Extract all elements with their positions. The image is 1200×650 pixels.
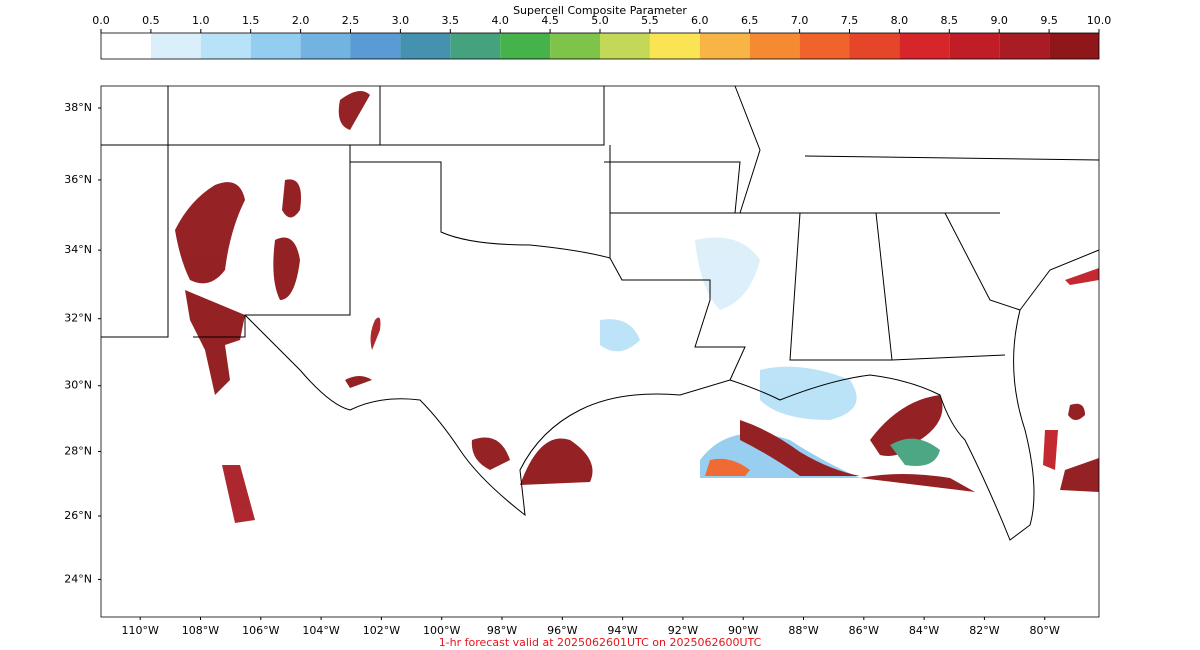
colorbar-bin — [450, 33, 501, 59]
shading — [175, 91, 1099, 523]
colorbar-bin — [1049, 33, 1099, 59]
map-field — [101, 85, 1100, 541]
colorbar-tick-label: 9.5 — [1040, 14, 1058, 27]
colorbar-tick-label: 2.5 — [342, 14, 360, 27]
colorbar-tick-label: 1.0 — [192, 14, 210, 27]
lon-tick-label: 86°W — [849, 624, 879, 637]
colorbar-tick-label: 6.5 — [741, 14, 759, 27]
map-frame — [100, 85, 1100, 618]
lon-tick-label: 106°W — [242, 624, 279, 637]
colorbar-tick-label: 5.5 — [641, 14, 659, 27]
lat-tick-label: 28°N — [64, 444, 92, 457]
colorbar-bin — [101, 33, 151, 59]
colorbar-bin — [949, 33, 1000, 59]
lon-tick-label: 108°W — [182, 624, 219, 637]
colorbar-bin — [550, 33, 600, 59]
lon-tick-label: 88°W — [788, 624, 818, 637]
footer: 1-hr forecast valid at 2025062601UTC on … — [439, 636, 762, 649]
colorbar-bin — [849, 33, 900, 59]
state-borders — [101, 85, 1100, 541]
lon-tick-label: 92°W — [668, 624, 698, 637]
colorbar-tick-label: 4.5 — [541, 14, 559, 27]
colorbar-tick-label: 0.0 — [92, 14, 110, 27]
lon-tick-label: 110°W — [122, 624, 159, 637]
lon-tick-label: 80°W — [1030, 624, 1060, 637]
lat-tick-label: 24°N — [64, 572, 92, 585]
lon-tick-label: 102°W — [363, 624, 400, 637]
lon-tick-label: 82°W — [969, 624, 999, 637]
colorbar-bin — [899, 33, 950, 59]
colorbar-tick-label: 2.0 — [292, 14, 310, 27]
lat-tick-label: 26°N — [64, 509, 92, 522]
colorbar-bin — [999, 33, 1050, 59]
colorbar-tick-label: 6.0 — [691, 14, 709, 27]
lat-tick-label: 34°N — [64, 243, 92, 256]
lon-tick-label: 100°W — [423, 624, 460, 637]
colorbar-tick-label: 3.0 — [392, 14, 410, 27]
lon-tick-label: 84°W — [909, 624, 939, 637]
lon-tick-label: 96°W — [547, 624, 577, 637]
colorbar-tick-label: 7.0 — [791, 14, 809, 27]
colorbar-tick-label: 9.0 — [990, 14, 1008, 27]
colorbar-tick-label: 3.5 — [442, 14, 460, 27]
colorbar-bin — [350, 33, 401, 59]
lon-tick-label: 94°W — [607, 624, 637, 637]
lat-tick-label: 30°N — [64, 379, 92, 392]
lon-tick-label: 90°W — [728, 624, 758, 637]
colorbar-tick-label: 0.5 — [142, 14, 160, 27]
lat-tick-label: 36°N — [64, 173, 92, 186]
colorbar-tick-label: 8.5 — [941, 14, 959, 27]
lon-tick-label: 104°W — [302, 624, 339, 637]
colorbar-bin — [200, 33, 251, 59]
colorbar-bin — [300, 33, 351, 59]
colorbar-bin — [150, 33, 201, 59]
colorbar-bin — [600, 33, 650, 59]
lon-tick-label: 98°W — [487, 624, 517, 637]
colorbar-bin — [749, 33, 800, 59]
colorbar-bin — [799, 33, 850, 59]
colorbar-bin — [500, 33, 551, 59]
colorbar-bin — [250, 33, 301, 59]
colorbar-bin — [649, 33, 700, 59]
colorbar-tick-label: 4.0 — [491, 14, 509, 27]
colorbar-tick-label: 10.0 — [1087, 14, 1112, 27]
colorbar-tick-label: 7.5 — [841, 14, 859, 27]
colorbar-tick-label: 5.0 — [591, 14, 609, 27]
colorbar-bin — [699, 33, 750, 59]
lat-tick-label: 38°N — [64, 101, 92, 114]
colorbar-bin — [400, 33, 451, 59]
colorbar-tick-label: 8.0 — [891, 14, 909, 27]
lat-tick-label: 32°N — [64, 312, 92, 325]
colorbar-title: Supercell Composite Parameter — [513, 4, 687, 17]
colorbar-tick-label: 1.5 — [242, 14, 260, 27]
